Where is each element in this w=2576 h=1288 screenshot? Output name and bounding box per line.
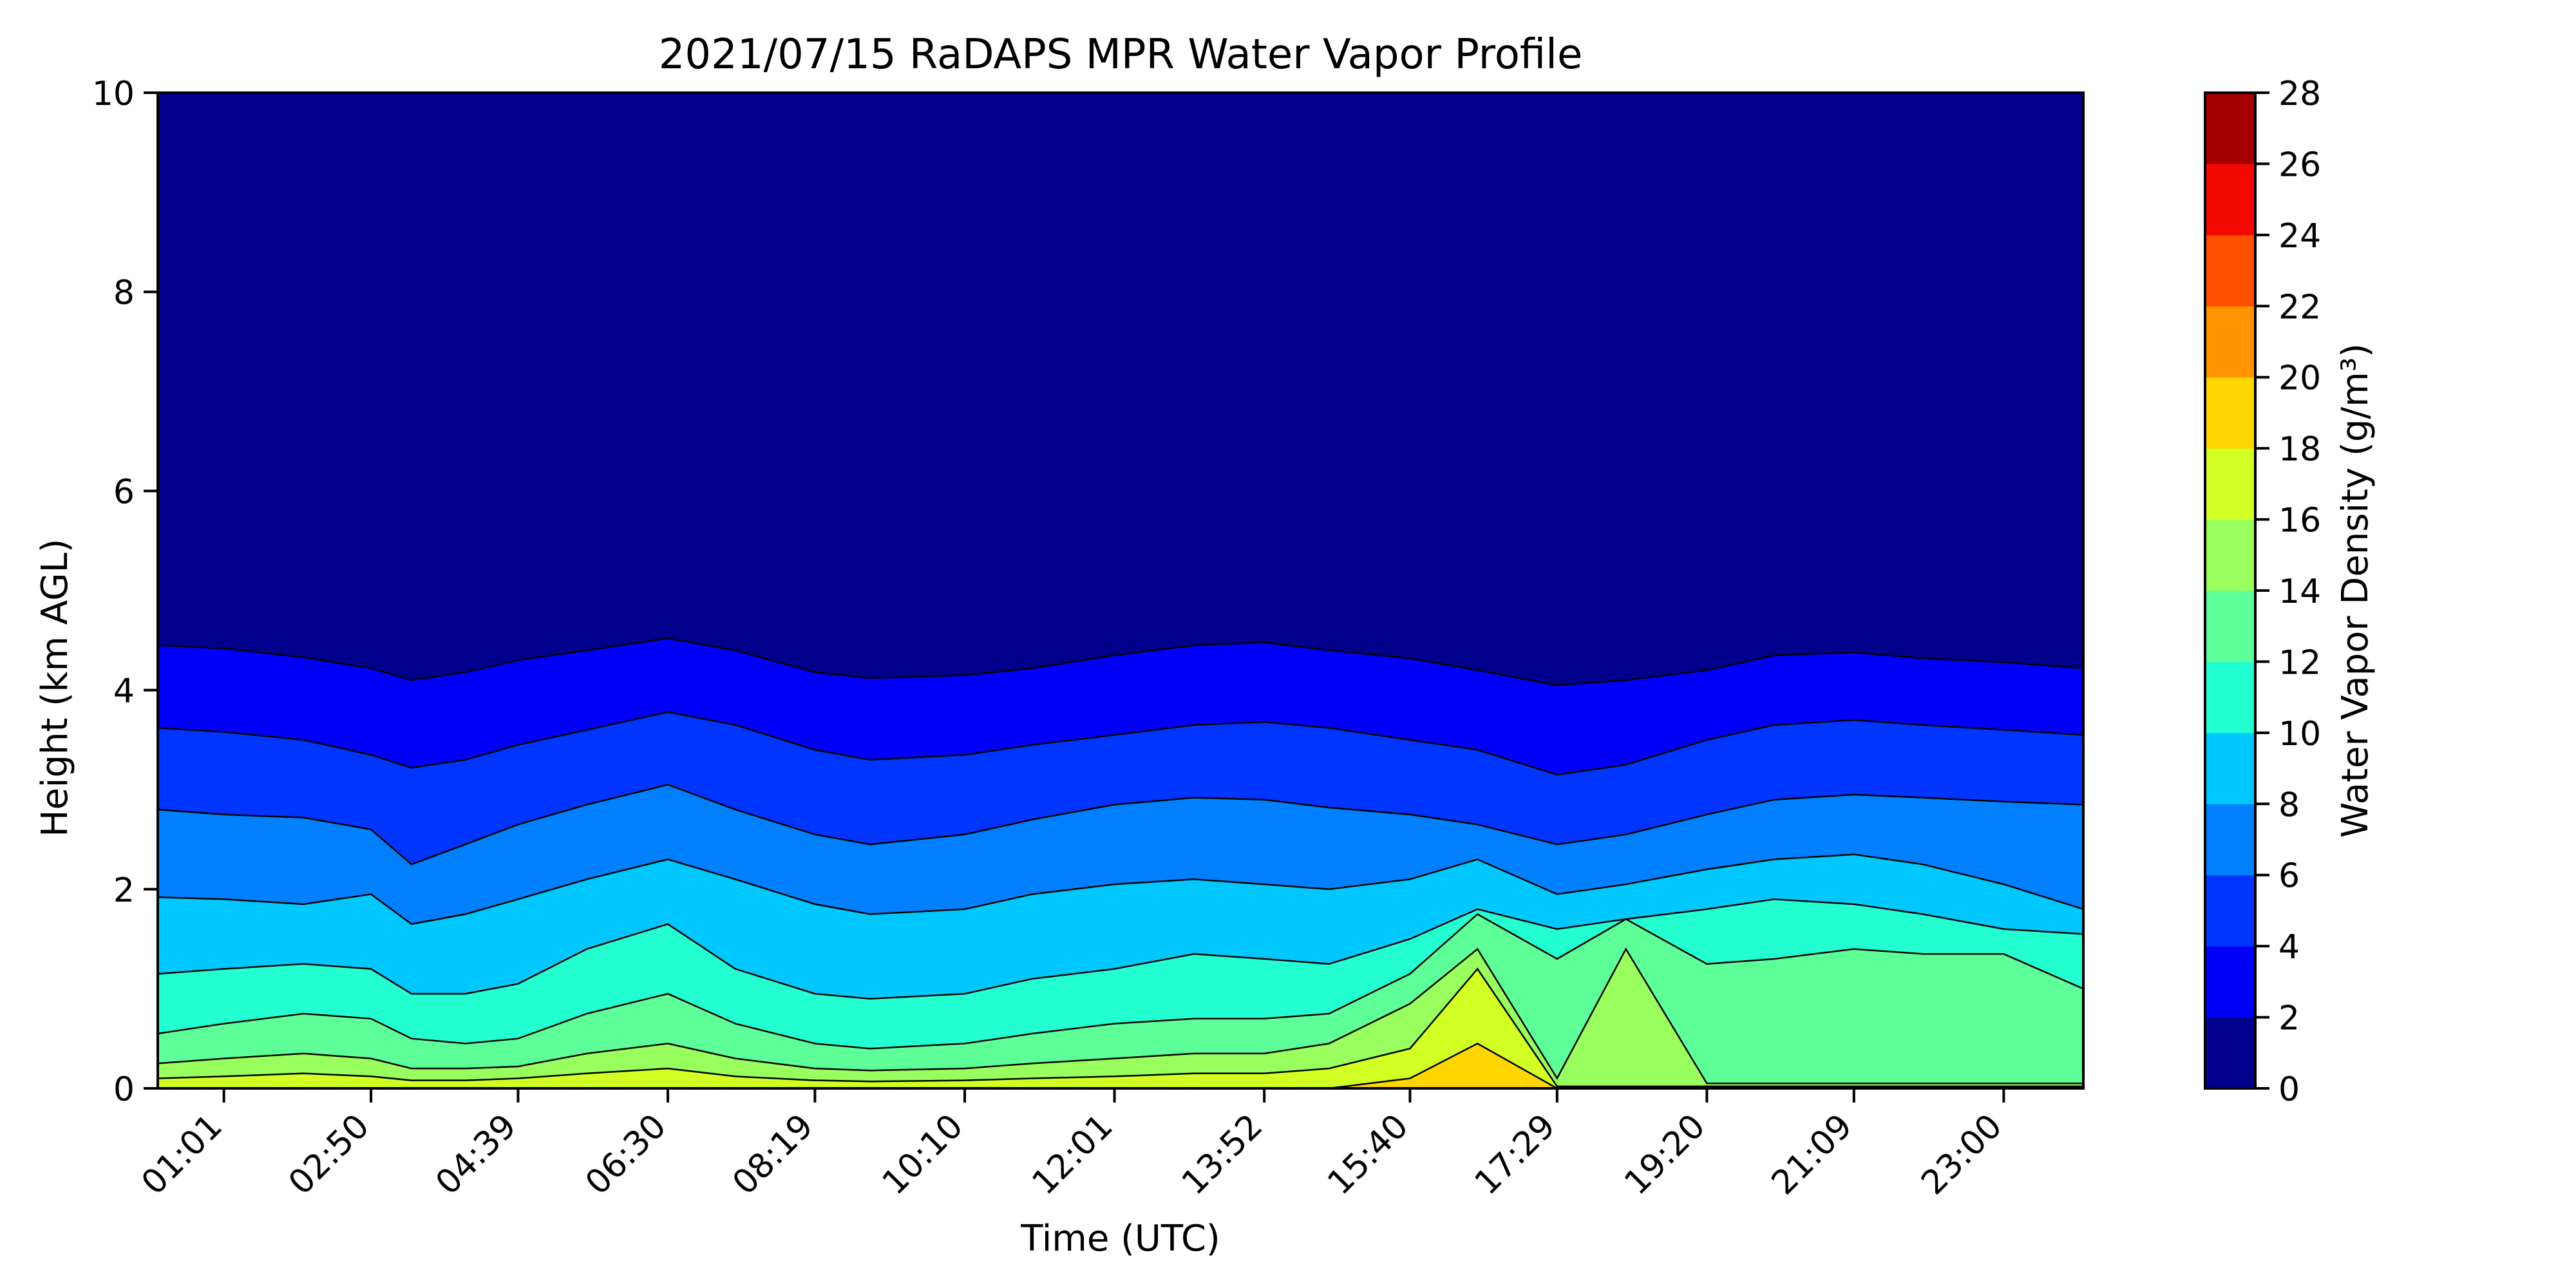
contour-line-10	[158, 898, 2083, 1000]
colorbar-segment	[2205, 591, 2255, 662]
y-tick-label: 6	[113, 473, 135, 511]
colorbar-segment	[2205, 448, 2255, 520]
contour-line-12	[158, 913, 2083, 1050]
x-tick-label: 04:39	[428, 1107, 524, 1202]
colorbar-tick-label: 6	[2278, 857, 2300, 896]
colorbar-segment	[2205, 93, 2255, 164]
colorbar-tick-label: 8	[2278, 786, 2300, 824]
contour-line-16	[158, 967, 2083, 1088]
colorbar-segment	[2205, 661, 2255, 734]
x-tick-label: 10:10	[875, 1107, 971, 1202]
x-tick-label: 08:19	[725, 1107, 820, 1202]
colorbar-segment	[2205, 1017, 2255, 1089]
colorbar-segment	[2205, 519, 2255, 591]
colorbar-tick-label: 16	[2278, 502, 2321, 540]
colorbar-segment	[2205, 306, 2255, 378]
contour-line-14	[158, 947, 2083, 1084]
x-axis-ticks: 01:01 02:50 04:39 06:30 08:19 10:10 12:01 13:52…	[134, 1088, 2010, 1202]
y-tick-label: 10	[92, 75, 135, 113]
x-tick-label: 12:01	[1025, 1107, 1120, 1202]
x-tick-label: 01:01	[134, 1107, 229, 1202]
y-axis-ticks: 0 2 4 6 8 10	[92, 75, 158, 1109]
colorbar-tick-label: 10	[2278, 715, 2321, 753]
contour-line-8	[158, 853, 2083, 925]
x-tick-label: 19:20	[1617, 1107, 1712, 1202]
y-tick-label: 4	[113, 672, 135, 711]
colorbar-segment	[2205, 875, 2255, 947]
colorbar-tick-label: 26	[2278, 146, 2321, 184]
x-tick-label: 17:29	[1468, 1107, 1563, 1202]
colorbar-tick-label: 4	[2278, 928, 2300, 967]
colorbar-segment	[2205, 377, 2255, 449]
x-tick-label: 13:52	[1175, 1107, 1270, 1202]
colorbar-tick-label: 28	[2278, 75, 2321, 113]
colorbar-tick-label: 0	[2278, 1070, 2300, 1109]
colorbar-tick-label: 14	[2278, 573, 2321, 611]
x-tick-label: 23:00	[1914, 1107, 2009, 1202]
colorbar-tick-label: 12	[2278, 643, 2321, 682]
colorbar-segment	[2205, 164, 2255, 236]
x-tick-label: 02:50	[281, 1107, 377, 1202]
contour-line-2	[158, 637, 2083, 687]
contour-line-6	[158, 784, 2083, 866]
plot-frame	[156, 91, 2085, 1090]
y-tick-label: 8	[113, 274, 135, 312]
colorbar-tick-label: 20	[2278, 359, 2321, 398]
colorbar-segment	[2205, 946, 2255, 1018]
y-axis-label: Height (km AGL)	[34, 538, 76, 837]
y-tick-label: 0	[113, 1070, 135, 1109]
chart-title: 2021/07/15 RaDAPS MPR Water Vapor Profil…	[659, 31, 1583, 79]
x-tick-label: 21:09	[1765, 1107, 1860, 1202]
colorbar-segment	[2205, 804, 2255, 876]
y-tick-label: 2	[113, 871, 135, 910]
colorbar-tick-label: 18	[2278, 430, 2321, 469]
colorbar-tick-label: 22	[2278, 288, 2321, 327]
colorbar-tick-label: 2	[2278, 999, 2300, 1038]
colorbar-segment	[2205, 732, 2255, 804]
x-axis-label: Time (UTC)	[1020, 1218, 1220, 1260]
x-tick-label: 06:30	[578, 1107, 674, 1202]
contour-line-4	[158, 711, 2083, 776]
contour-band-above-16	[158, 969, 2083, 1088]
contour-band-above-14	[158, 949, 2083, 1088]
colorbar-label: Water Vapor Density (g/m³)	[2334, 343, 2376, 838]
plot-area	[158, 93, 2083, 1088]
colorbar-segment	[2205, 234, 2255, 307]
x-tick-label: 15:40	[1320, 1107, 1416, 1202]
colorbar-tick-label: 24	[2278, 217, 2321, 256]
